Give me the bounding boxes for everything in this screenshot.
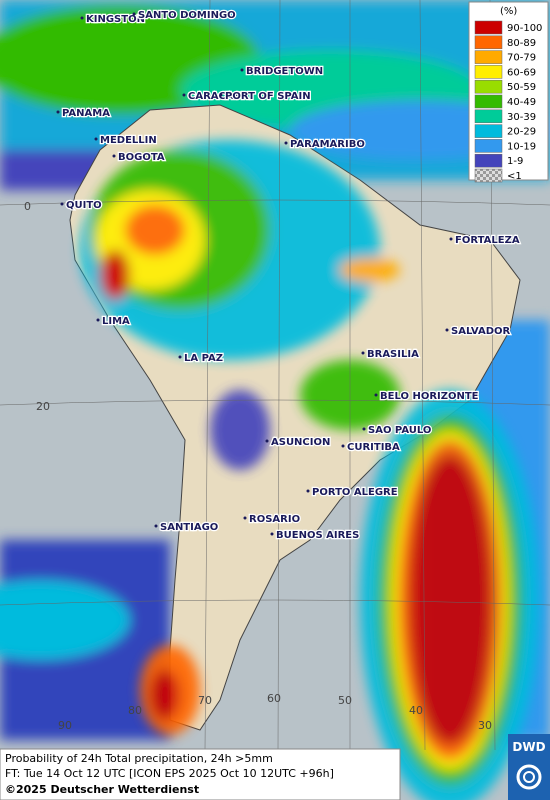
city-label: PORT OF SPAIN xyxy=(225,91,311,102)
legend-swatch xyxy=(474,109,503,124)
legend-swatch xyxy=(474,50,503,64)
precipitation-field xyxy=(80,140,540,800)
graticule-label: 30 xyxy=(478,719,492,732)
legend-swatch xyxy=(474,139,503,153)
legend-label: 1-9 xyxy=(507,156,523,167)
logo-text: DWD xyxy=(512,740,545,754)
legend-label: 90-100 xyxy=(507,23,542,34)
footer-line: Probability of 24h Total precipitation, … xyxy=(5,752,273,765)
legend-label: 60-69 xyxy=(507,67,536,78)
footer: Probability of 24h Total precipitation, … xyxy=(0,748,401,800)
legend: (%) 90-100 80-89 70-79 60-69 50-59 40-49 30-39… xyxy=(468,1,549,183)
graticule-label: 0 xyxy=(24,200,31,213)
city-label: BRIDGETOWN xyxy=(246,66,323,77)
city-dot xyxy=(306,489,310,493)
graticule-label: 90 xyxy=(58,719,72,732)
city-label: CARACAS xyxy=(188,91,241,102)
city-dot xyxy=(240,68,244,72)
city-dot xyxy=(362,427,366,431)
city-dot xyxy=(270,532,274,536)
legend-label: <1 xyxy=(507,171,522,182)
city-label: ASUNCION xyxy=(271,437,330,448)
legend-label: 50-59 xyxy=(507,82,536,93)
legend-swatch xyxy=(474,168,503,183)
city-label: BELO HORIZONTE xyxy=(380,391,479,402)
city-label: SANTO DOMINGO xyxy=(138,10,236,21)
city-dot xyxy=(265,439,269,443)
legend-swatch xyxy=(474,20,503,35)
legend-label: 20-29 xyxy=(507,127,536,138)
city-label: MEDELLIN xyxy=(100,135,157,146)
legend-label: 70-79 xyxy=(507,53,536,64)
city-dot xyxy=(94,137,98,141)
city-label: PORTO ALEGRE xyxy=(312,487,398,498)
city-dot xyxy=(341,444,345,448)
legend-swatch xyxy=(474,124,503,138)
city-dot xyxy=(96,318,100,322)
city-dot xyxy=(56,110,60,114)
city-dot xyxy=(374,393,378,397)
graticule-label: 50 xyxy=(338,694,352,707)
city-dot xyxy=(182,93,186,97)
city-dot xyxy=(219,93,223,97)
city-label: PANAMA xyxy=(62,108,110,119)
city-label: KINGSTON xyxy=(86,14,145,25)
legend-title: (%) xyxy=(500,6,517,17)
graticule-label: 80 xyxy=(128,704,142,717)
city-label: SANTIAGO xyxy=(160,522,218,533)
city-label: SALVADOR xyxy=(451,326,511,337)
legend-label: 30-39 xyxy=(507,112,536,123)
legend-swatch xyxy=(474,153,503,168)
city-label: QUITO xyxy=(66,200,102,211)
city-label: PARAMARIBO xyxy=(290,139,365,150)
city-label: SAO PAULO xyxy=(368,425,431,436)
city-label: BRASILIA xyxy=(367,349,419,360)
graticule-label: 20 xyxy=(36,400,50,413)
city-dot xyxy=(243,516,247,520)
city-dot xyxy=(284,141,288,145)
city-dot xyxy=(60,202,64,206)
city-label: LIMA xyxy=(102,316,130,327)
city-dot xyxy=(449,237,453,241)
city-dot xyxy=(178,355,182,359)
legend-swatch xyxy=(474,35,503,50)
legend-label: 80-89 xyxy=(507,38,536,49)
graticule-label: 60 xyxy=(267,692,281,705)
city-label: CURITIBA xyxy=(347,442,400,453)
legend-swatch xyxy=(474,79,503,94)
legend-label: 40-49 xyxy=(507,97,536,108)
graticule-label: 40 xyxy=(409,704,423,717)
city-label: LA PAZ xyxy=(184,353,223,364)
city-label: BUENOS AIRES xyxy=(276,530,359,541)
city-label: BOGOTA xyxy=(118,152,165,163)
city-dot xyxy=(80,16,84,20)
city-dot xyxy=(445,328,449,332)
city-dot xyxy=(112,154,116,158)
legend-label: 10-19 xyxy=(507,141,536,152)
city-dot xyxy=(361,351,365,355)
city-label: FORTALEZA xyxy=(455,235,520,246)
footer-line: ©2025 Deutscher Wetterdienst xyxy=(5,783,199,796)
logo: DWD xyxy=(508,734,550,800)
city-dot xyxy=(154,524,158,528)
legend-swatch xyxy=(474,65,503,79)
legend-swatch xyxy=(474,94,503,109)
city-label: ROSARIO xyxy=(249,514,300,525)
footer-line: FT: Tue 14 Oct 12 UTC [ICON EPS 2025 Oct… xyxy=(5,767,334,780)
graticule-label: 70 xyxy=(198,694,212,707)
city-dot xyxy=(132,12,136,16)
